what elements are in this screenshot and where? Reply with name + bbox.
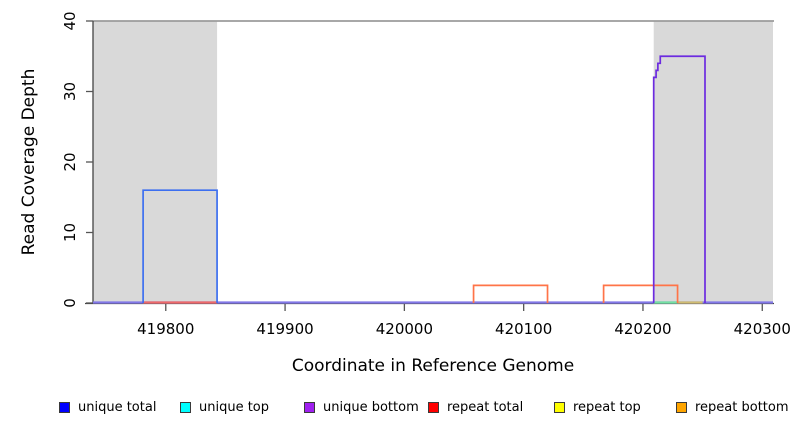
svg-text:0: 0 (61, 298, 79, 308)
x-axis-title: Coordinate in Reference Genome (291, 356, 575, 376)
svg-text:420200: 420200 (614, 320, 671, 338)
svg-text:419800: 419800 (137, 320, 194, 338)
y-axis-title: Read Coverage Depth (19, 68, 39, 256)
svg-text:419900: 419900 (256, 320, 313, 338)
svg-text:30: 30 (61, 82, 79, 101)
svg-text:420100: 420100 (495, 320, 552, 338)
svg-text:10: 10 (61, 223, 79, 242)
svg-text:420000: 420000 (376, 320, 433, 338)
svg-text:420300: 420300 (734, 320, 791, 338)
svg-text:40: 40 (61, 11, 79, 30)
svg-text:20: 20 (61, 152, 79, 171)
